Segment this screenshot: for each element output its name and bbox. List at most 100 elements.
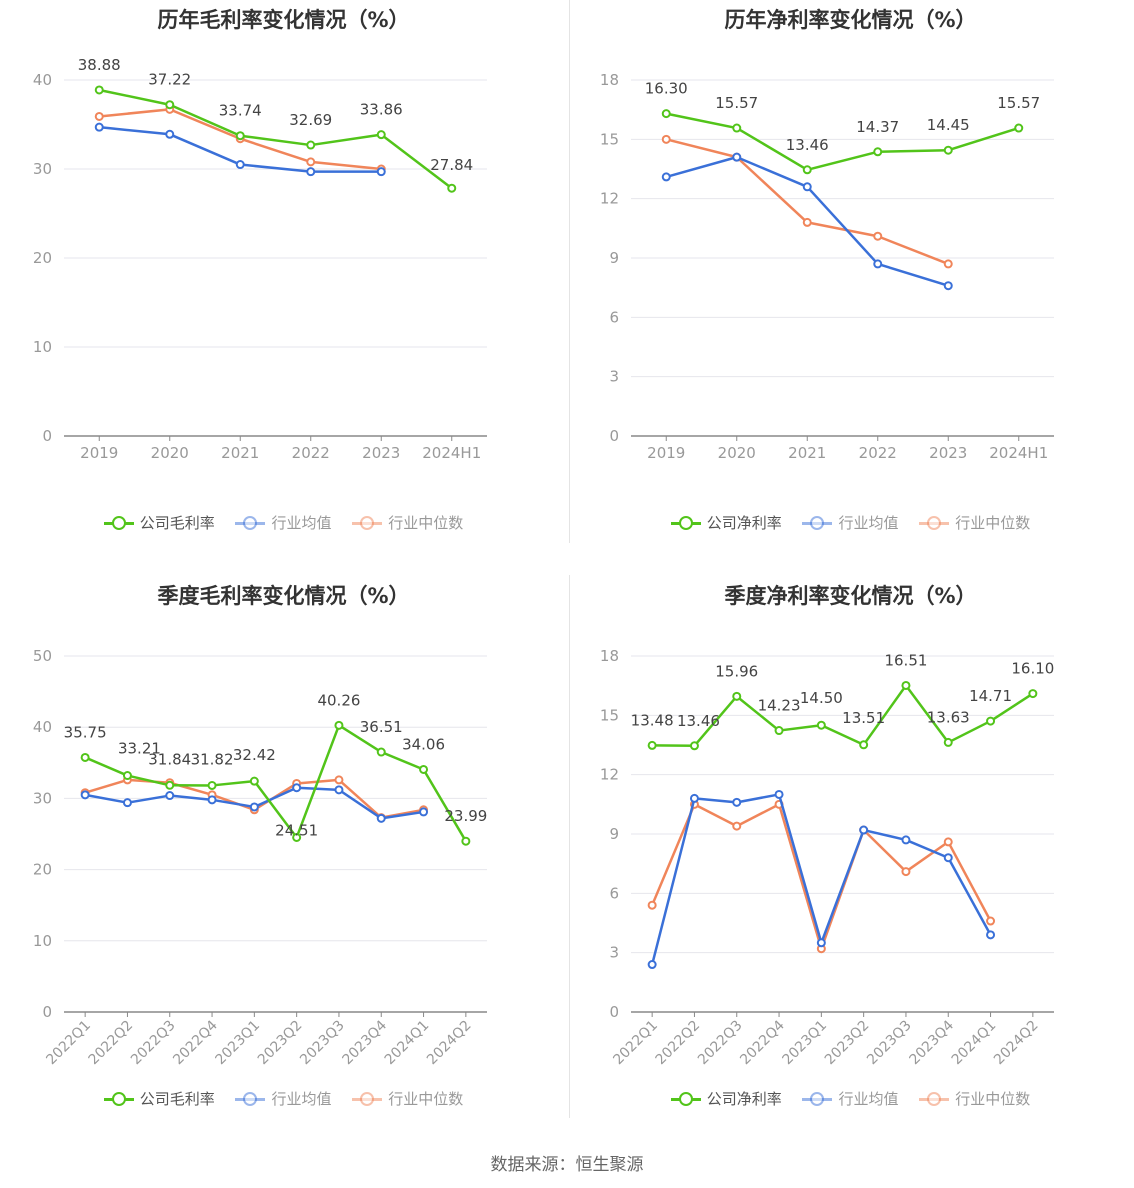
legend-item-median[interactable]: 行业中位数 <box>919 512 1030 533</box>
data-point-avg <box>235 160 245 170</box>
data-label: 33.21 <box>118 740 161 758</box>
legend-label: 行业中位数 <box>388 514 464 532</box>
legend-item-median[interactable]: 行业中位数 <box>919 1088 1030 1109</box>
data-label: 14.50 <box>800 689 843 707</box>
x-tick-label: 2023Q3 <box>864 1018 915 1069</box>
y-tick-label: 12 <box>600 766 619 784</box>
legend-item-avg[interactable]: 行业均值 <box>235 1088 332 1109</box>
legend-item-company[interactable]: 公司毛利率 <box>103 1088 215 1109</box>
legend-item-median[interactable]: 行业中位数 <box>352 512 463 533</box>
data-label: 33.86 <box>360 101 403 119</box>
data-label: 15.96 <box>715 662 758 680</box>
data-label: 13.46 <box>786 136 829 154</box>
data-point-avg <box>943 853 953 863</box>
y-tick-label: 30 <box>33 789 52 807</box>
data-label: 32.42 <box>233 746 276 764</box>
y-tick-label: 20 <box>33 249 52 267</box>
data-point-company <box>447 183 457 193</box>
chart-svg: 010203040502022Q12022Q22022Q32022Q42023Q… <box>33 647 487 1069</box>
x-tick-label: 2022Q4 <box>737 1017 788 1068</box>
data-label: 36.51 <box>360 718 403 736</box>
data-point-avg <box>647 960 657 970</box>
data-point-company <box>859 740 869 750</box>
data-point-median <box>94 111 104 121</box>
data-point-company <box>165 780 175 790</box>
legend-line-icon <box>352 1091 383 1106</box>
x-tick-label: 2024Q1 <box>949 1018 1000 1069</box>
legend-item-median[interactable]: 行业中位数 <box>352 1088 463 1109</box>
x-tick-label: 2023Q4 <box>906 1017 957 1068</box>
data-point-company <box>689 741 699 751</box>
chart-panel-annual-net: 历年净利率变化情况（%） 0 3 6 9 12 15 18 2019 2020 2021 2022 2… <box>567 0 1134 560</box>
legend-line-icon <box>670 515 701 530</box>
data-point-company <box>732 123 742 133</box>
x-tick-label: 2022Q3 <box>695 1018 746 1069</box>
legend-item-company[interactable]: 公司净利率 <box>670 1088 782 1109</box>
x-tick-label: 2023Q1 <box>780 1018 831 1069</box>
y-tick-label: 20 <box>33 861 52 879</box>
legend-item-avg[interactable]: 行业均值 <box>802 1088 899 1109</box>
x-tick-label: 2022Q2 <box>653 1018 704 1069</box>
chart-title: 季度净利率变化情况（%） <box>724 584 977 608</box>
x-tick-label: 2024Q2 <box>424 1018 475 1069</box>
x-tick-label: 2023Q1 <box>213 1018 264 1069</box>
y-tick-label: 50 <box>33 647 52 665</box>
y-tick-label: 9 <box>609 825 619 843</box>
x-tick-label: 2023 <box>362 444 400 462</box>
legend-item-avg[interactable]: 行业均值 <box>802 512 899 533</box>
data-point-median <box>901 867 911 877</box>
chart-legend: 公司净利率 行业均值 行业中位数 <box>567 1088 1134 1110</box>
data-label: 15.57 <box>715 94 758 112</box>
data-point-company <box>122 771 132 781</box>
data-point-company <box>306 140 316 150</box>
data-point-avg <box>376 813 386 823</box>
data-point-avg <box>306 167 316 177</box>
data-point-company <box>334 720 344 730</box>
chart-title: 历年净利率变化情况（%） <box>724 8 977 32</box>
legend-line-icon <box>919 1091 950 1106</box>
y-tick-label: 40 <box>33 718 52 736</box>
legend-line-icon <box>103 515 134 530</box>
data-point-avg <box>94 122 104 132</box>
vertical-divider-bottom <box>569 575 570 1118</box>
chart-panel-annual-gross: 历年毛利率变化情况（%） 0 10 20 30 40 2019 2020 2021 2022 20… <box>0 0 567 560</box>
legend-item-company[interactable]: 公司净利率 <box>670 512 782 533</box>
data-point-company <box>207 780 217 790</box>
data-label: 27.84 <box>430 156 473 174</box>
legend-line-icon <box>352 515 383 530</box>
x-tick-label: 2019 <box>647 444 685 462</box>
legend-item-company[interactable]: 公司毛利率 <box>103 512 215 533</box>
data-label: 13.63 <box>927 708 970 726</box>
x-tick-label: 2022Q3 <box>128 1018 179 1069</box>
data-point-company <box>732 691 742 701</box>
legend-line-icon <box>235 1091 266 1106</box>
data-point-company <box>461 836 471 846</box>
legend-line-icon <box>235 515 266 530</box>
y-tick-label: 0 <box>609 427 619 445</box>
chart-svg: 0 10 20 30 40 2019 2020 2021 2022 2023 2024H1 38.88… <box>33 56 487 462</box>
data-point-median <box>334 775 344 785</box>
y-tick-label: 18 <box>600 647 619 665</box>
legend-item-avg[interactable]: 行业均值 <box>235 512 332 533</box>
y-tick-label: 0 <box>609 1003 619 1021</box>
data-label: 35.75 <box>64 723 107 741</box>
data-label: 14.23 <box>758 697 801 715</box>
data-point-avg <box>661 172 671 182</box>
data-point-avg <box>774 789 784 799</box>
chart-panel-quarterly-net: 季度净利率变化情况（%） 0 3 6 9 12 15 18 2022Q1 2022Q2 2022Q… <box>567 576 1134 1136</box>
series-line-company <box>665 112 1020 172</box>
y-tick-label: 9 <box>609 249 619 267</box>
data-point-company <box>943 145 953 155</box>
data-point-company <box>94 85 104 95</box>
legend-label: 公司净利率 <box>706 1090 782 1108</box>
y-tick-label: 30 <box>33 160 52 178</box>
data-point-avg <box>873 259 883 269</box>
x-tick-label: 2021 <box>788 444 826 462</box>
data-point-company <box>1014 123 1024 133</box>
data-point-avg <box>292 783 302 793</box>
data-point-avg <box>689 793 699 803</box>
data-label: 23.99 <box>444 807 487 825</box>
data-point-median <box>802 217 812 227</box>
legend-label: 行业中位数 <box>955 514 1031 532</box>
data-label: 13.46 <box>677 712 720 730</box>
